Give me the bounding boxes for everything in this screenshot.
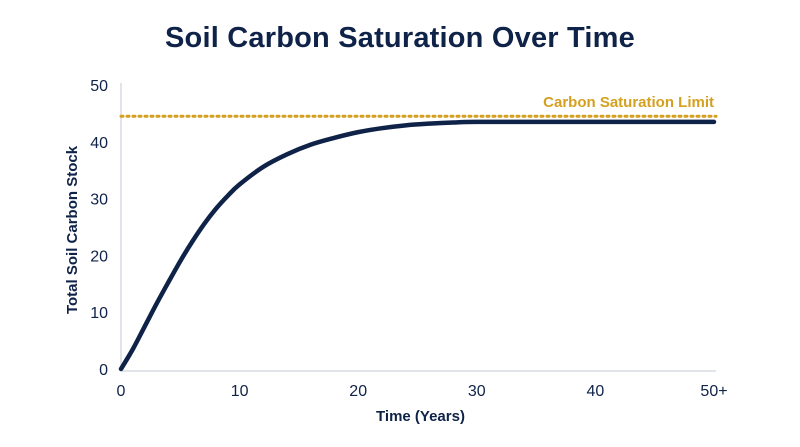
x-tick-label: 40 xyxy=(587,383,605,400)
x-tick-label: 20 xyxy=(349,383,367,400)
y-tick-label: 10 xyxy=(90,305,108,322)
x-tick-label: 50+ xyxy=(700,383,727,400)
axes-group: 0 10 20 30 40 50 0 10 20 30 40 50+ xyxy=(90,78,727,400)
y-tick-label: 30 xyxy=(90,192,108,209)
axis-labels: Time (Years) Total Soil Carbon Stock xyxy=(64,145,465,425)
saturation-limit-label: Carbon Saturation Limit xyxy=(543,94,714,111)
y-tick-label: 20 xyxy=(90,248,108,265)
carbon-stock-line xyxy=(118,119,717,372)
x-tick-label: 0 xyxy=(117,383,126,400)
y-tick-label: 40 xyxy=(90,135,108,152)
y-axis-label: Total Soil Carbon Stock xyxy=(64,145,81,314)
chart-title: Soil Carbon Saturation Over Time xyxy=(165,22,635,54)
x-axis-label: Time (Years) xyxy=(376,408,465,425)
x-tick-label: 30 xyxy=(468,383,486,400)
y-tick-label: 50 xyxy=(90,78,108,95)
x-tick-label: 10 xyxy=(231,383,249,400)
series-group xyxy=(118,119,717,372)
reference-lines: Carbon Saturation Limit xyxy=(119,94,718,118)
y-tick-label: 0 xyxy=(99,362,108,379)
